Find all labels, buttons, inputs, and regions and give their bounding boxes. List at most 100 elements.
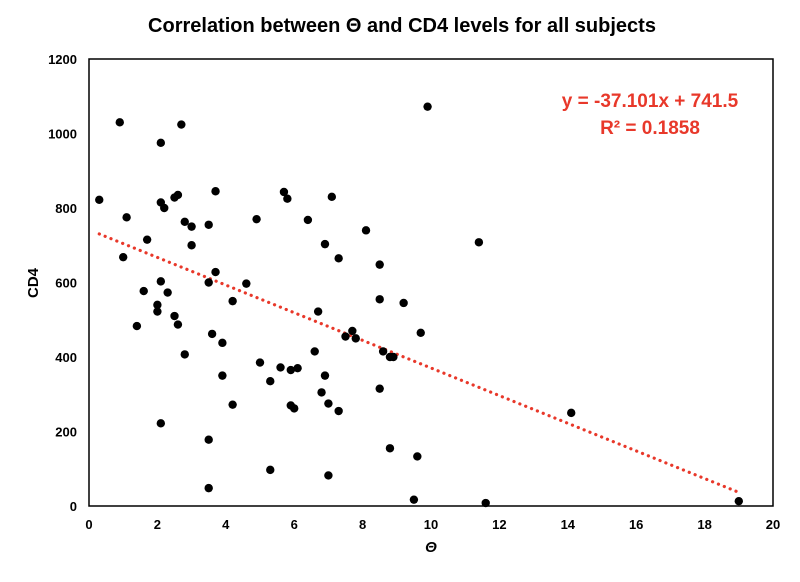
data-point [266,377,275,386]
y-tick-label: 200 [55,425,77,440]
data-point [327,192,337,202]
data-point [180,217,189,226]
data-point [375,295,384,304]
data-point [119,252,128,262]
data-point [303,215,313,225]
data-point [156,277,166,286]
data-point [279,187,289,197]
data-point [313,307,323,316]
trendline-r-squared: R² = 0.1858 [600,118,700,139]
y-tick-label: 1000 [48,127,77,142]
data-point [567,408,576,418]
chart-title: Correlation between Θ and CD4 levels for… [148,15,656,37]
x-tick-label: 10 [424,517,438,532]
data-point [310,347,319,356]
data-point [153,307,162,316]
data-point [324,471,333,480]
data-point [228,296,237,306]
data-point [122,213,131,222]
data-point [204,435,213,444]
x-tick-label: 20 [766,517,780,532]
data-point [211,187,220,196]
y-axis-label: CD4 [25,267,42,298]
x-tick-label: 4 [222,517,230,532]
data-point [153,300,162,310]
data-point [385,444,395,453]
data-point [180,350,189,359]
data-point [317,388,326,397]
data-point [481,498,490,508]
data-point [361,226,371,235]
data-point [252,214,261,224]
data-point [348,326,357,336]
data-point [378,347,388,356]
data-point [95,195,104,205]
x-tick-label: 14 [561,517,576,532]
data-point [173,190,183,200]
data-point [409,495,419,504]
data-point [293,363,302,373]
x-tick-label: 6 [291,517,298,532]
data-point [399,298,408,308]
data-point [334,254,343,263]
data-point [163,288,172,297]
data-point [187,241,196,250]
data-point [242,279,251,288]
data-point [156,138,166,148]
data-point [142,235,152,244]
data-point [320,371,330,380]
y-tick-label: 1200 [48,52,77,67]
data-point [177,120,186,129]
data-point [228,400,237,409]
data-point [283,194,292,203]
data-point [324,399,333,408]
x-axis-label: Θ [425,539,437,556]
data-point [156,419,166,428]
data-point [115,118,124,127]
x-tick-label: 12 [492,517,506,532]
x-tick-label: 18 [697,517,711,532]
data-point [160,203,169,213]
y-tick-label: 400 [55,350,77,365]
trendline-equation: y = -37.101x + 741.5 [562,91,739,112]
data-point [341,332,350,341]
data-point [389,352,398,362]
data-point [320,239,330,249]
data-point [266,465,275,475]
data-point [218,371,227,380]
data-point [173,320,183,329]
data-point [204,220,213,229]
data-point [375,384,384,393]
x-tick-label: 8 [359,517,366,532]
data-point [204,278,213,287]
data-point [170,311,179,321]
data-point [413,452,422,461]
data-point [187,222,196,231]
data-point [139,286,148,296]
data-point [211,267,220,277]
x-tick-label: 2 [154,517,161,532]
data-point [255,358,265,367]
data-point [416,328,425,337]
x-tick-label: 0 [85,517,92,532]
data-point [334,406,343,416]
data-points [95,102,743,508]
data-point [204,483,213,493]
y-tick-label: 0 [70,499,77,514]
plot-area [88,58,774,507]
data-point [218,338,227,348]
data-point [207,329,217,339]
data-point [734,496,743,506]
trendline [97,232,741,494]
data-point [423,102,432,111]
data-point [132,321,142,331]
x-axis-ticks: 0 2 4 6 8 10 12 14 16 18 20 [85,517,780,532]
x-tick-label: 16 [629,517,643,532]
data-point [276,363,285,372]
data-point [290,404,299,413]
y-tick-label: 800 [55,201,77,216]
y-axis-ticks: 0 200 400 600 800 1000 1200 [48,52,77,514]
y-tick-label: 600 [55,276,77,291]
data-point [351,334,360,343]
